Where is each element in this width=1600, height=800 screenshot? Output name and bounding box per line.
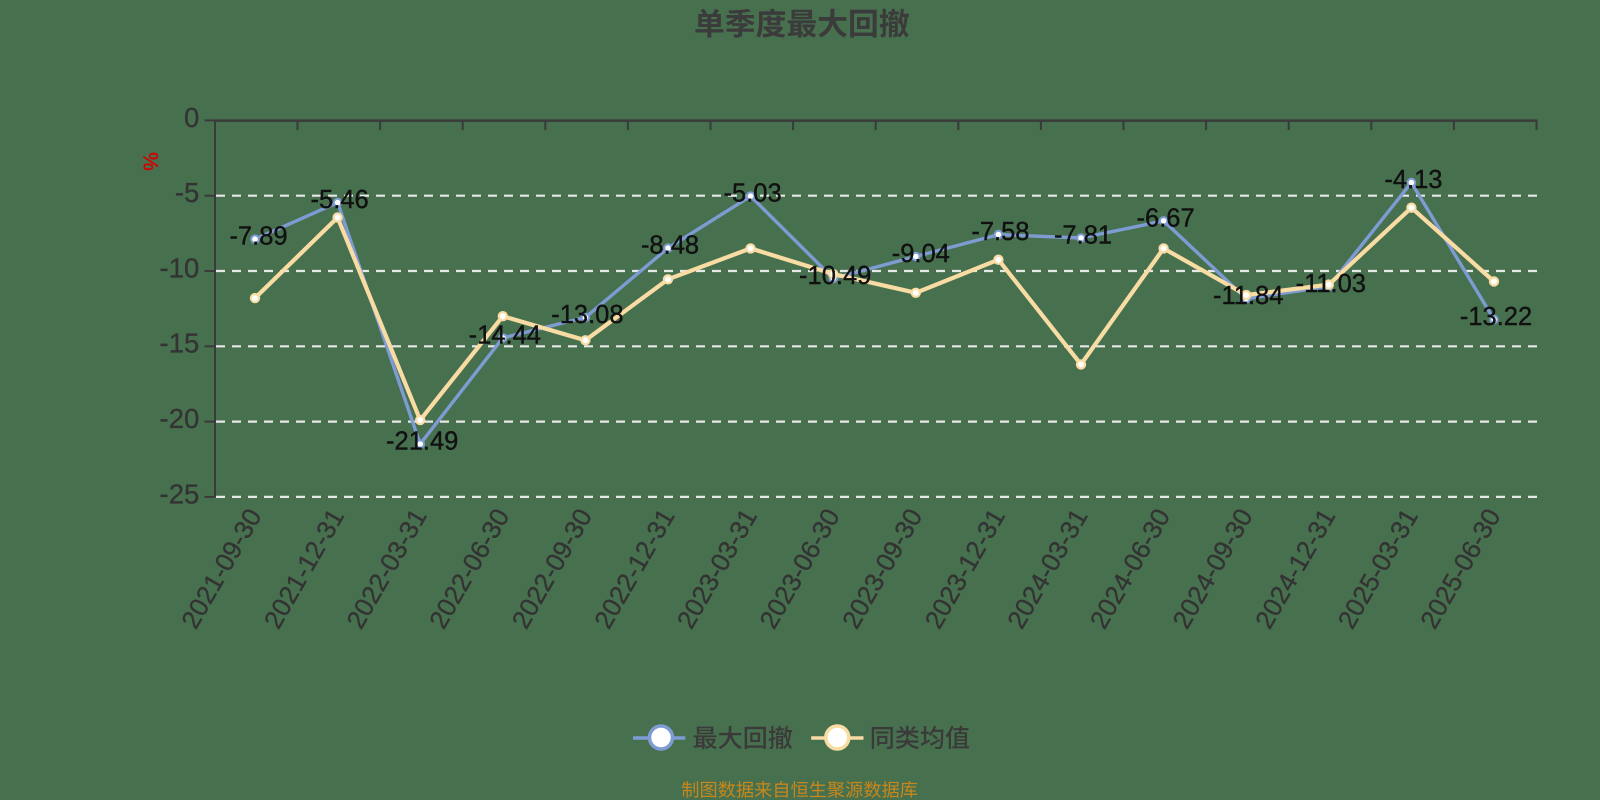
svg-text:-11.84: -11.84 — [1213, 282, 1283, 310]
svg-text:-5.03: -5.03 — [724, 180, 782, 208]
svg-text:0: 0 — [184, 102, 199, 133]
svg-text:-4.13: -4.13 — [1384, 166, 1442, 194]
svg-text:-6.67: -6.67 — [1137, 204, 1195, 232]
svg-text:-9.04: -9.04 — [892, 240, 950, 268]
svg-text:-13.08: -13.08 — [551, 301, 623, 329]
svg-text:-5.46: -5.46 — [311, 186, 369, 214]
svg-text:-11.03: -11.03 — [1296, 270, 1366, 298]
svg-text:%: % — [139, 152, 162, 171]
svg-text:-25: -25 — [160, 478, 200, 509]
svg-text:-14.44: -14.44 — [469, 321, 541, 349]
svg-text:-21.49: -21.49 — [386, 428, 458, 456]
svg-text:-8.48: -8.48 — [641, 232, 699, 260]
svg-text:-10.49: -10.49 — [799, 262, 871, 290]
svg-text:-15: -15 — [160, 328, 200, 359]
svg-text:-10: -10 — [160, 252, 200, 283]
svg-text:-20: -20 — [160, 403, 200, 434]
svg-text:-7.89: -7.89 — [229, 223, 287, 251]
svg-text:-5: -5 — [175, 177, 199, 208]
svg-text:-7.58: -7.58 — [971, 218, 1029, 246]
svg-text:-7.81: -7.81 — [1054, 222, 1112, 250]
svg-text:-13.22: -13.22 — [1460, 303, 1532, 331]
